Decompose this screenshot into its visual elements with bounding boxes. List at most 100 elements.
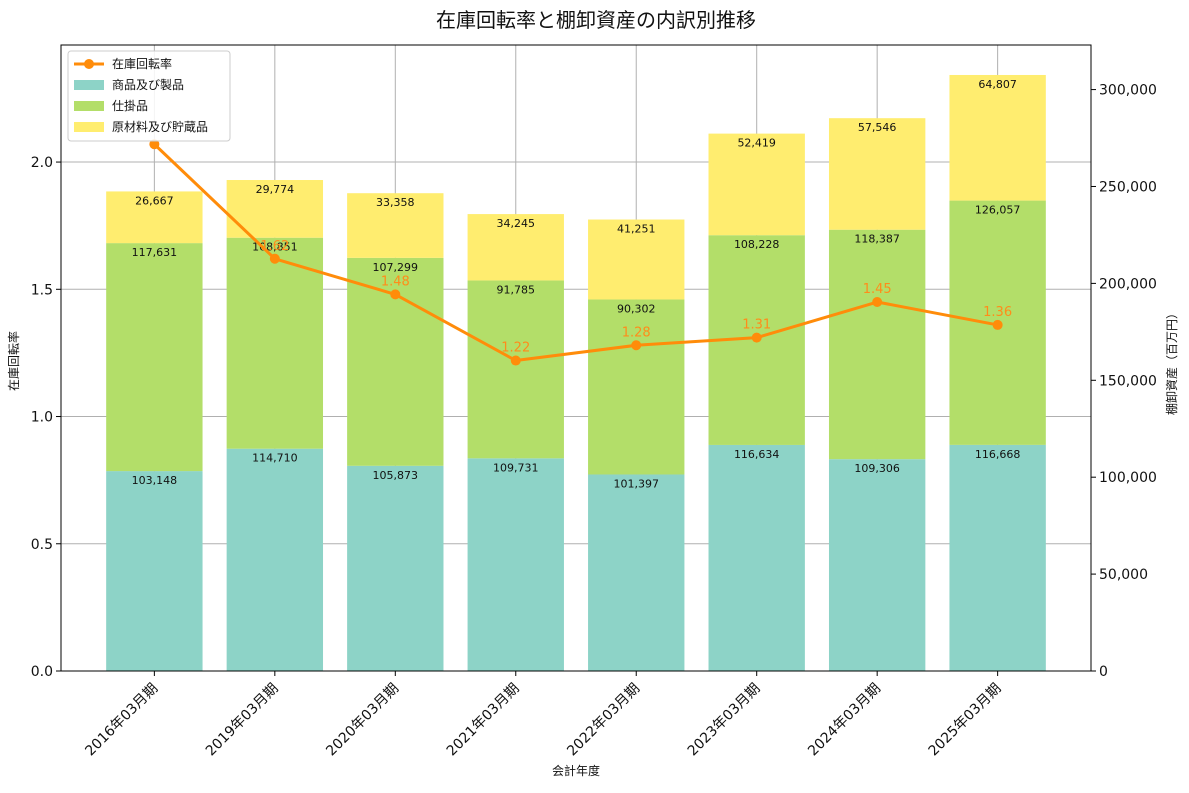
bar-segment (106, 471, 203, 671)
bar-segment-label: 108,851 (252, 241, 298, 254)
turnover-point (390, 289, 401, 300)
y-left-tick-label: 0.0 (31, 664, 53, 680)
y-right-tick-label: 300,000 (1099, 83, 1157, 99)
y-right-tick-label: 50,000 (1099, 567, 1148, 583)
turnover-point-label: 1.31 (742, 318, 771, 333)
x-tick-label: 2021年03月期 (444, 681, 523, 760)
x-axis-label: 会計年度 (552, 763, 600, 778)
bar-segment (588, 474, 685, 671)
turnover-point-label: 1.45 (863, 282, 892, 297)
turnover-line-path (153, 143, 998, 363)
y-axis-right-label: 棚卸資産（百万円） (1164, 307, 1179, 415)
turnover-line: 1.62 1.48 1.22 1.28 1.31 1.45 1.36 (149, 139, 1012, 366)
turnover-point (510, 355, 521, 366)
turnover-point (992, 319, 1003, 330)
y-left-tick-label: 0.5 (31, 537, 53, 553)
bar-segment (828, 229, 926, 460)
bar-segment (708, 444, 805, 671)
x-tick-label: 2016年03月期 (82, 681, 161, 760)
bar-segment (949, 74, 1046, 201)
chart-title: 在庫回転率と棚卸資産の内訳別推移 (436, 8, 756, 32)
y-left-tick-label: 1.0 (31, 410, 53, 426)
legend-label: 原材料及び貯蔵品 (112, 120, 208, 134)
bar-segment (226, 448, 324, 671)
bar-segment (106, 243, 203, 472)
legend-label: 在庫回転率 (112, 56, 172, 71)
bar-segment (467, 458, 564, 671)
turnover-point (751, 332, 762, 343)
bar-segment-label: 29,774 (256, 183, 295, 196)
turnover-point-label: 1.22 (501, 341, 530, 356)
bar-segment (949, 444, 1046, 671)
legend-swatch (74, 122, 104, 132)
legend-box (67, 50, 231, 142)
y-right-tick-label: 200,000 (1099, 276, 1157, 292)
turnover-point (149, 139, 160, 150)
x-tick-label: 2022年03月期 (564, 681, 643, 760)
bar-segment-label: 90,302 (617, 302, 656, 315)
bar-segment (347, 465, 444, 671)
turnover-point-label: 1.48 (381, 274, 410, 289)
bar-segment-label: 108,228 (734, 238, 780, 251)
turnover-point-label: 1.36 (983, 305, 1012, 320)
bar-segment-label: 107,299 (373, 261, 419, 274)
bar-segment-label: 101,397 (613, 477, 659, 490)
bar-segment (467, 214, 564, 281)
x-tick-label: 2023年03月期 (685, 681, 764, 760)
bar-segment (828, 118, 926, 230)
turnover-point (269, 253, 280, 264)
y-right-tick-label: 150,000 (1099, 373, 1157, 389)
bar-segment-label: 117,631 (132, 246, 178, 259)
y-right-tick-label: 250,000 (1099, 179, 1157, 195)
y-right-tick-label: 100,000 (1099, 470, 1157, 486)
legend-marker (84, 59, 94, 69)
x-tick-label: 2024年03月期 (805, 681, 884, 760)
y-right-tick-label: 0 (1099, 664, 1108, 680)
legend-swatch (74, 101, 104, 111)
bar-segment-label: 64,807 (978, 78, 1017, 91)
turnover-point-label: 1.62 (260, 239, 289, 254)
y-left-tick-label: 1.5 (31, 282, 53, 298)
bar-segment (588, 219, 685, 300)
bar-segment-label: 109,731 (493, 461, 539, 474)
turnover-point (631, 340, 642, 351)
bar-segment-label: 105,873 (373, 469, 419, 482)
bar-segment (347, 193, 444, 258)
bar-segment-label: 26,667 (135, 194, 174, 207)
turnover-point (872, 297, 883, 308)
bar-segment-label: 91,785 (497, 283, 536, 296)
bar-segment-label: 116,668 (975, 448, 1021, 461)
bar-segment (467, 280, 564, 459)
bar-segment-label: 41,251 (617, 223, 656, 236)
bar-segment (588, 299, 685, 475)
x-tick-label: 2020年03月期 (323, 681, 402, 760)
y-axis-left-label: 在庫回転率 (6, 331, 21, 391)
bar-segment (106, 191, 203, 244)
bar-segment-labels: 103,148 117,631 26,667 114,710 108,851 29,774… (132, 78, 1021, 491)
bar-segment-label: 34,245 (497, 217, 536, 230)
bar-segment-label: 118,387 (854, 233, 900, 246)
plot-frame (60, 44, 1092, 672)
bar-segment-label: 57,546 (858, 121, 897, 134)
bar-segment-label: 116,634 (734, 448, 780, 461)
bar-segment-label: 126,057 (975, 204, 1021, 217)
bar-segment-label: 103,148 (132, 474, 178, 487)
bar-segment (828, 459, 926, 671)
bar-segment (708, 133, 805, 236)
bar-segment (226, 237, 324, 449)
x-tick-label: 2025年03月期 (926, 681, 1005, 760)
bars (106, 74, 1046, 671)
legend-label: 商品及び製品 (112, 77, 184, 92)
bar-segment-label: 114,710 (252, 452, 298, 465)
legend-label: 仕掛品 (112, 98, 148, 113)
x-tick-label: 2019年03月期 (203, 681, 282, 760)
y-left-tick-label: 2.0 (31, 155, 53, 171)
turnover-point-label: 1.28 (622, 325, 651, 340)
bar-segment-label: 52,419 (737, 137, 776, 150)
bar-segment-label: 109,306 (854, 462, 900, 475)
bar-segment-label: 33,358 (376, 196, 415, 209)
legend-swatch (74, 80, 104, 90)
